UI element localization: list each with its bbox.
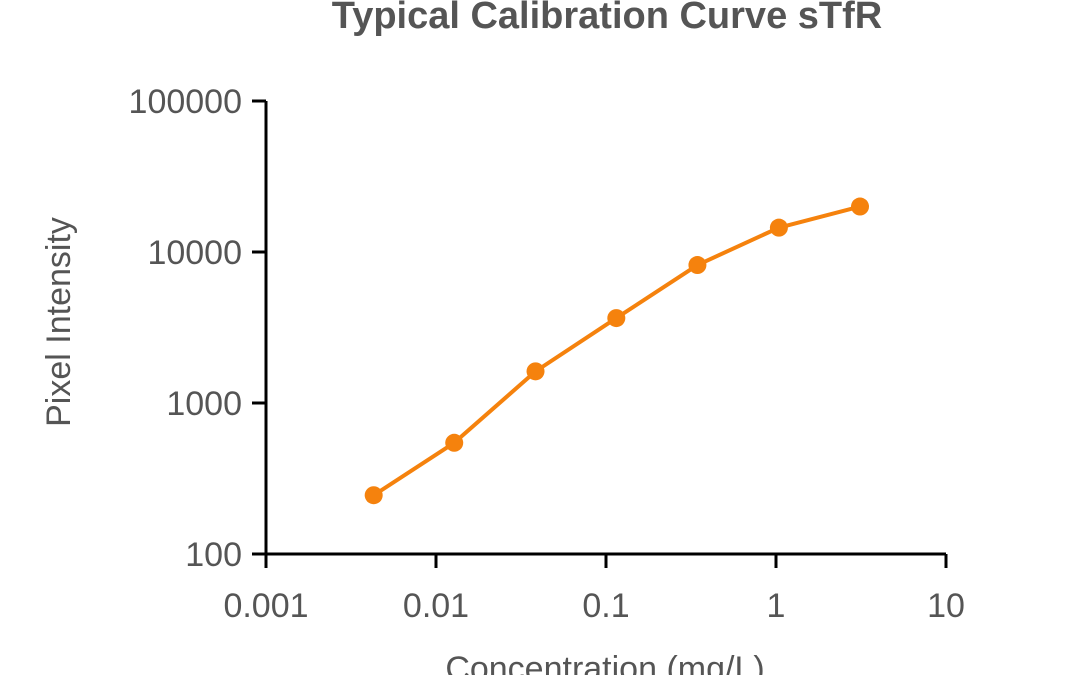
x-tick-label: 0.1 [582,587,629,625]
y-tick-label: 100 [185,536,242,574]
y-tick-label: 100000 [129,83,242,121]
data-point [688,256,707,275]
series-line [372,204,861,497]
data-point [445,433,464,452]
data-point [769,218,788,237]
x-axis-label: Concentration (mg/L) [445,650,764,675]
x-tick-label: 0.01 [403,587,469,625]
y-axis-ticks: 100 1000 10000 100000 [129,83,266,574]
chart-title: Typical Calibration Curve sTfR [332,0,882,37]
y-tick-label: 10000 [147,234,242,272]
data-point [851,197,870,216]
data-point [607,309,626,328]
data-point [526,362,545,381]
x-tick-label: 10 [927,587,965,625]
y-axis-label: Pixel Intensity [40,217,78,427]
x-tick-label: 1 [767,587,786,625]
y-tick-label: 1000 [166,385,242,423]
x-tick-label: 0.001 [223,587,308,625]
x-axis-ticks: 0.001 0.01 0.1 1 10 [223,554,965,625]
series-layer [364,197,870,505]
data-point [364,486,383,505]
axes [264,101,946,556]
